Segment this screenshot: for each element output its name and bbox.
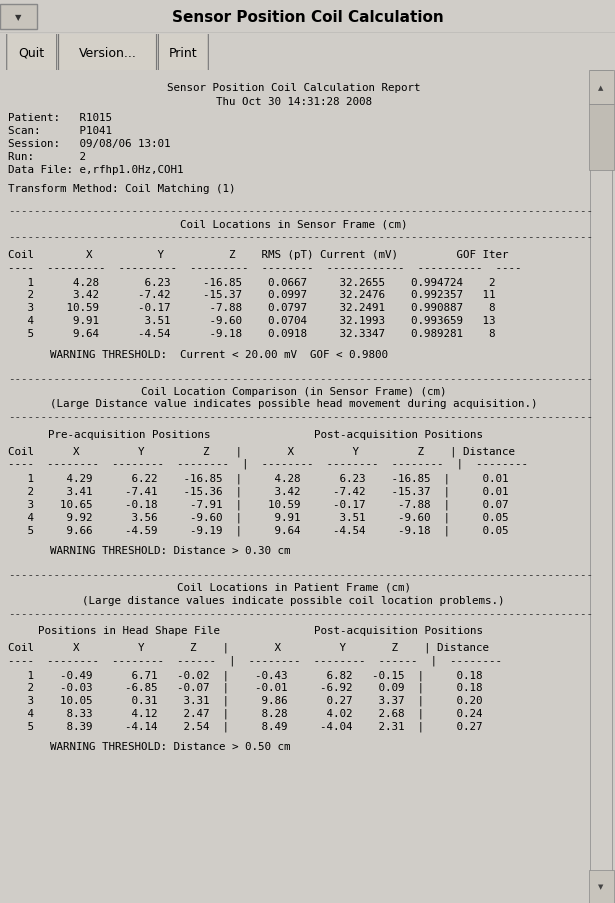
Text: Version...: Version... <box>79 47 137 60</box>
Text: Patient:   R1015: Patient: R1015 <box>8 113 112 123</box>
Text: (Large Distance value indicates possible head movement during acquisition.): (Large Distance value indicates possible… <box>50 399 538 409</box>
Text: Pre-acquisition Positions: Pre-acquisition Positions <box>48 430 211 440</box>
Text: Scan:      P1041: Scan: P1041 <box>8 126 112 135</box>
FancyBboxPatch shape <box>159 3 208 105</box>
Text: 2      3.42      -7.42     -15.37    0.0997     32.2476    0.992357   11: 2 3.42 -7.42 -15.37 0.0997 32.2476 0.992… <box>8 290 496 300</box>
FancyBboxPatch shape <box>58 3 156 105</box>
Text: --------------------------------------------------------------------------------: ----------------------------------------… <box>8 232 593 242</box>
Text: 3     10.59      -0.17      -7.88    0.0797     32.2491    0.990887    8: 3 10.59 -0.17 -7.88 0.0797 32.2491 0.990… <box>8 303 496 313</box>
Text: ▲: ▲ <box>598 85 604 91</box>
Text: WARNING THRESHOLD: Distance > 0.50 cm: WARNING THRESHOLD: Distance > 0.50 cm <box>50 741 290 751</box>
Text: Coil        X          Y          Z    RMS (pT) Current (mV)         GOF Iter: Coil X Y Z RMS (pT) Current (mV) GOF Ite… <box>8 249 509 259</box>
Text: (Large distance values indicate possible coil location problems.): (Large distance values indicate possible… <box>82 595 505 605</box>
Text: Sensor Position Coil Calculation Report: Sensor Position Coil Calculation Report <box>167 83 421 93</box>
Text: 2    -0.03     -6.85   -0.07  |    -0.01     -6.92    0.09  |     0.18: 2 -0.03 -6.85 -0.07 | -0.01 -6.92 0.09 |… <box>8 682 482 693</box>
Text: 2     3.41     -7.41    -15.36  |     3.42     -7.42    -15.37  |     0.01: 2 3.41 -7.41 -15.36 | 3.42 -7.42 -15.37 … <box>8 486 509 497</box>
Text: WARNING THRESHOLD:  Current < 20.00 mV  GOF < 0.9800: WARNING THRESHOLD: Current < 20.00 mV GO… <box>50 349 388 359</box>
Text: 1      4.28       6.23     -16.85    0.0667     32.2655    0.994724    2: 1 4.28 6.23 -16.85 0.0667 32.2655 0.9947… <box>8 277 496 287</box>
Text: Post-acquisition Positions: Post-acquisition Positions <box>314 626 483 636</box>
Text: 5      9.64      -4.54      -9.18    0.0918     32.3347    0.989281    8: 5 9.64 -4.54 -9.18 0.0918 32.3347 0.9892… <box>8 329 496 339</box>
Bar <box>590 71 613 903</box>
Text: ----  --------  --------  --------  |  --------  --------  --------  |  --------: ---- -------- -------- -------- | ------… <box>8 459 528 469</box>
Text: Print: Print <box>169 47 197 60</box>
Text: Data File: e,rfhp1.0Hz,COH1: Data File: e,rfhp1.0Hz,COH1 <box>8 164 183 174</box>
Text: 3    10.05      0.31    3.31  |     9.86      0.27    3.37  |     0.20: 3 10.05 0.31 3.31 | 9.86 0.27 3.37 | 0.2… <box>8 695 482 705</box>
Text: Coil Location Comparison (in Sensor Frame) (cm): Coil Location Comparison (in Sensor Fram… <box>141 386 446 396</box>
Text: ----  ---------  ---------  ---------  --------  ------------  ----------  ----: ---- --------- --------- --------- -----… <box>8 263 522 273</box>
Text: Coil      X         Y       Z    |       X         Y       Z    | Distance: Coil X Y Z | X Y Z | Distance <box>8 642 489 652</box>
Text: Post-acquisition Positions: Post-acquisition Positions <box>314 430 483 440</box>
Text: --------------------------------------------------------------------------------: ----------------------------------------… <box>8 206 593 216</box>
Text: --------------------------------------------------------------------------------: ----------------------------------------… <box>8 608 593 618</box>
Text: Run:       2: Run: 2 <box>8 152 86 162</box>
Text: WARNING THRESHOLD: Distance > 0.30 cm: WARNING THRESHOLD: Distance > 0.30 cm <box>50 545 290 555</box>
Text: Sensor Position Coil Calculation: Sensor Position Coil Calculation <box>172 10 443 24</box>
Text: 1    -0.49      6.71   -0.02  |    -0.43      6.82   -0.15  |     0.18: 1 -0.49 6.71 -0.02 | -0.43 6.82 -0.15 | … <box>8 669 482 680</box>
Text: 3    10.65     -0.18     -7.91  |    10.59     -0.17     -7.88  |     0.07: 3 10.65 -0.18 -7.91 | 10.59 -0.17 -7.88 … <box>8 499 509 509</box>
Text: 4      9.91       3.51      -9.60    0.0704     32.1993    0.993659   13: 4 9.91 3.51 -9.60 0.0704 32.1993 0.99365… <box>8 316 496 326</box>
Text: 5     9.66     -4.59     -9.19  |     9.64     -4.54     -9.18  |     0.05: 5 9.66 -4.59 -9.19 | 9.64 -4.54 -9.18 | … <box>8 525 509 535</box>
FancyBboxPatch shape <box>7 3 57 105</box>
Text: Thu Oct 30 14:31:28 2008: Thu Oct 30 14:31:28 2008 <box>216 98 371 107</box>
Text: Coil      X         Y         Z    |       X         Y         Z    | Distance: Coil X Y Z | X Y Z | Distance <box>8 445 515 456</box>
Text: Coil Locations in Sensor Frame (cm): Coil Locations in Sensor Frame (cm) <box>180 219 407 228</box>
Text: --------------------------------------------------------------------------------: ----------------------------------------… <box>8 570 593 580</box>
Text: 4     9.92      3.56     -9.60  |     9.91      3.51     -9.60  |     0.05: 4 9.92 3.56 -9.60 | 9.91 3.51 -9.60 | 0.… <box>8 512 509 523</box>
Text: Coil Locations in Patient Frame (cm): Coil Locations in Patient Frame (cm) <box>177 582 411 592</box>
Text: 4     8.33      4.12    2.47  |     8.28      4.02    2.68  |     0.24: 4 8.33 4.12 2.47 | 8.28 4.02 2.68 | 0.24 <box>8 708 482 719</box>
Text: 5     8.39     -4.14    2.54  |     8.49     -4.04    2.31  |     0.27: 5 8.39 -4.14 2.54 | 8.49 -4.04 2.31 | 0.… <box>8 721 482 731</box>
Text: --------------------------------------------------------------------------------: ----------------------------------------… <box>8 373 593 383</box>
Text: ----  --------  --------  ------  |  --------  --------  ------  |  --------: ---- -------- -------- ------ | --------… <box>8 655 502 665</box>
FancyBboxPatch shape <box>589 870 614 903</box>
FancyBboxPatch shape <box>0 5 37 30</box>
Text: Session:   09/08/06 13:01: Session: 09/08/06 13:01 <box>8 139 170 149</box>
Text: Positions in Head Shape File: Positions in Head Shape File <box>38 626 220 636</box>
Text: --------------------------------------------------------------------------------: ----------------------------------------… <box>8 412 593 422</box>
FancyBboxPatch shape <box>589 105 614 172</box>
Text: Transform Method: Coil Matching (1): Transform Method: Coil Matching (1) <box>8 184 236 194</box>
FancyBboxPatch shape <box>589 71 614 105</box>
Text: ▼: ▼ <box>598 883 604 889</box>
Text: ▼: ▼ <box>15 13 22 22</box>
Text: Quit: Quit <box>18 47 45 60</box>
Text: 1     4.29      6.22    -16.85  |     4.28      6.23    -16.85  |     0.01: 1 4.29 6.22 -16.85 | 4.28 6.23 -16.85 | … <box>8 473 509 484</box>
